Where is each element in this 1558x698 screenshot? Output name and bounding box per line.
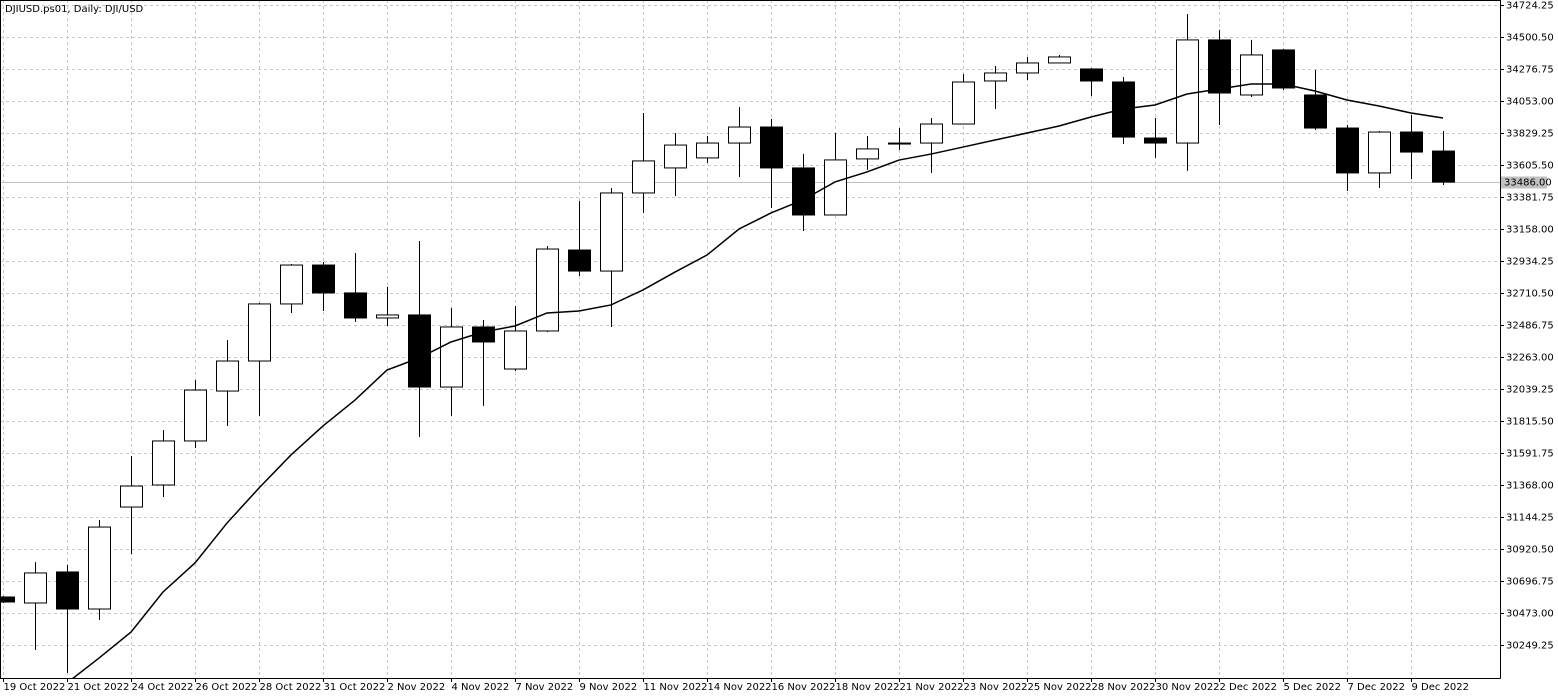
current-price-label: 33486.00 [1504, 178, 1552, 189]
x-tick-label: 7 Dec 2022 [1348, 682, 1406, 693]
candle-body [1432, 150, 1455, 183]
y-tick-label: 30473.00 [1506, 609, 1554, 620]
x-tick-label: 9 Dec 2022 [1412, 682, 1470, 693]
x-tick-label: 23 Nov 2022 [964, 682, 1028, 693]
candle-body [1240, 54, 1263, 96]
candle-body [760, 126, 783, 169]
grid [0, 0, 1500, 678]
x-tick-label: 5 Dec 2022 [1284, 682, 1342, 693]
candle-body [1176, 39, 1199, 144]
plot-area [0, 14, 1500, 678]
candle-body [600, 192, 623, 272]
y-tick-label: 32263.00 [1506, 353, 1554, 364]
y-tick-label: 32039.25 [1506, 385, 1554, 396]
candle-body [1304, 94, 1327, 129]
candle-body [312, 264, 335, 294]
candle-body [1208, 39, 1231, 94]
current-price-box [1501, 176, 1547, 189]
y-tick-label: 33158.00 [1506, 225, 1554, 236]
candle-body [440, 326, 463, 388]
candle-body [952, 81, 975, 125]
candle-body [248, 303, 271, 362]
candle-body [792, 167, 815, 216]
candle-body [696, 142, 719, 159]
candle-body [344, 292, 367, 319]
y-tick-label: 34053.00 [1506, 97, 1554, 108]
x-tick-label: 30 Nov 2022 [1156, 682, 1220, 693]
candle-body [568, 249, 591, 272]
x-tick-label: 24 Oct 2022 [132, 682, 194, 693]
candle-body [0, 596, 15, 603]
candle-body [408, 314, 431, 388]
y-tick-label: 31144.25 [1506, 513, 1554, 524]
x-tick-label: 2 Nov 2022 [388, 682, 446, 693]
candle-body [824, 159, 847, 216]
y-tick-label: 31591.75 [1506, 449, 1554, 460]
candle-body [1400, 131, 1423, 153]
y-tick-label: 33381.75 [1506, 193, 1554, 204]
candle-body [536, 248, 559, 332]
y-tick-label: 30696.75 [1506, 577, 1554, 588]
y-tick-label: 31368.00 [1506, 481, 1554, 492]
x-tick-label: 31 Oct 2022 [324, 682, 386, 693]
y-tick-label: 34500.50 [1506, 33, 1554, 44]
x-tick-label: 4 Nov 2022 [452, 682, 510, 693]
candle-body [1016, 62, 1039, 74]
candle-body [632, 160, 655, 194]
candle-body [216, 360, 239, 392]
y-tick-label: 30920.50 [1506, 545, 1554, 556]
candle-body [1272, 49, 1295, 89]
candle-body [120, 485, 143, 508]
x-tick-label: 11 Nov 2022 [644, 682, 708, 693]
candle-body [1080, 68, 1103, 82]
x-tick-label: 28 Nov 2022 [1092, 682, 1156, 693]
y-tick-label: 33605.50 [1506, 161, 1554, 172]
moving-average-line [72, 83, 1444, 678]
y-tick-label: 31815.50 [1506, 417, 1554, 428]
x-tick-label: 7 Nov 2022 [516, 682, 574, 693]
candle-body [664, 144, 687, 169]
x-tick-label: 18 Nov 2022 [836, 682, 900, 693]
candle-body [376, 314, 399, 319]
y-tick-label: 30249.25 [1506, 641, 1554, 652]
x-tick-label: 16 Nov 2022 [772, 682, 836, 693]
x-tick-label: 2 Dec 2022 [1220, 682, 1278, 693]
candle-body [184, 389, 207, 442]
candle-body [856, 148, 879, 160]
y-tick-label: 34724.25 [1506, 1, 1554, 12]
candle-body [88, 526, 111, 610]
y-tick-label: 32710.50 [1506, 289, 1554, 300]
x-tick-label: 21 Oct 2022 [68, 682, 130, 693]
y-tick-label: 34276.75 [1506, 65, 1554, 76]
x-tick-label: 21 Nov 2022 [900, 682, 964, 693]
candle-body [888, 142, 911, 145]
x-tick-label: 9 Nov 2022 [580, 682, 638, 693]
x-tick-label: 26 Oct 2022 [196, 682, 258, 693]
candle-body [24, 572, 47, 604]
candle-body [56, 571, 79, 610]
candle-body [152, 440, 175, 486]
x-tick-label: 14 Nov 2022 [708, 682, 772, 693]
candle-body [984, 72, 1007, 82]
x-tick-label: 28 Oct 2022 [260, 682, 322, 693]
candle-body [1368, 131, 1391, 174]
candle-body [728, 126, 751, 144]
candle-body [1144, 137, 1167, 144]
y-tick-label: 32486.75 [1506, 321, 1554, 332]
candle-body [280, 264, 303, 305]
candle-body [1048, 56, 1071, 64]
x-tick-label: 19 Oct 2022 [4, 682, 66, 693]
candle-body [920, 123, 943, 144]
y-tick-label: 33829.25 [1506, 129, 1554, 140]
candle-body [504, 330, 527, 370]
y-tick-label: 32934.25 [1506, 257, 1554, 268]
x-tick-label: 25 Nov 2022 [1028, 682, 1092, 693]
candle-body [1336, 127, 1359, 174]
chart-title: DJIUSD.ps01, Daily: DJI/USD [5, 4, 144, 15]
